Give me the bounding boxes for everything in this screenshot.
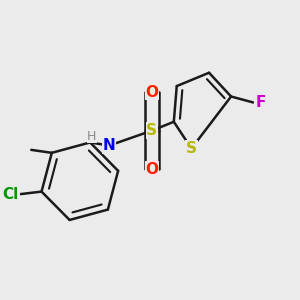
Text: H: H (87, 130, 96, 143)
Text: O: O (145, 162, 158, 177)
Text: S: S (186, 141, 197, 156)
Text: Cl: Cl (3, 187, 19, 202)
Text: O: O (145, 85, 158, 100)
Text: S: S (146, 123, 157, 138)
Text: F: F (255, 95, 266, 110)
Text: N: N (103, 138, 116, 153)
